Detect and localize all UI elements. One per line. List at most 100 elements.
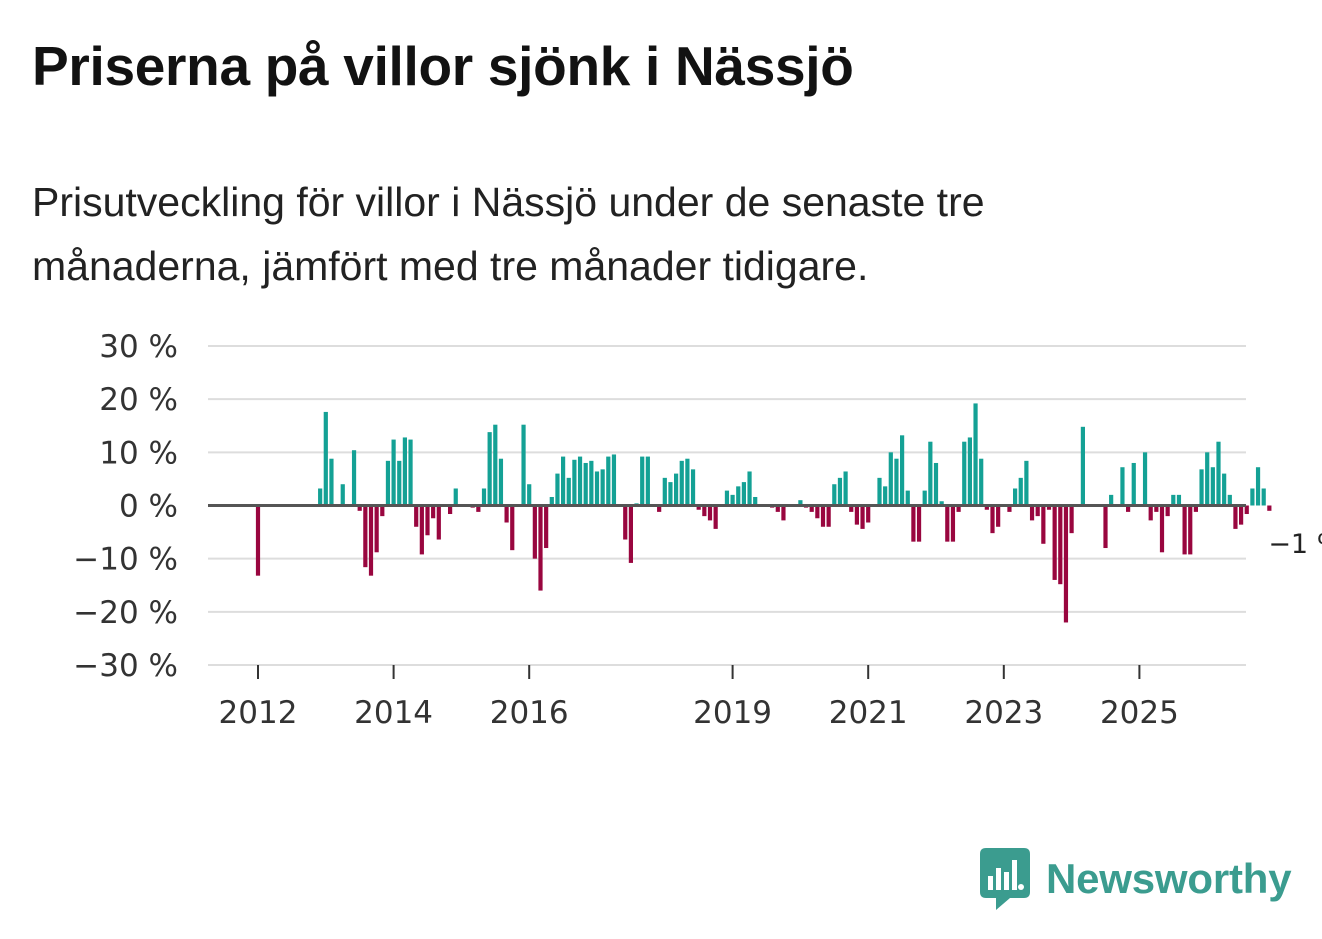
y-tick-label: 0 % [119, 489, 178, 525]
bar [363, 505, 368, 568]
bar [1193, 505, 1198, 512]
bar [730, 494, 735, 506]
bar [1131, 462, 1136, 506]
bar [391, 439, 396, 506]
bar [1250, 488, 1255, 506]
bar [690, 469, 696, 506]
bar [1222, 473, 1227, 506]
bar [1165, 505, 1170, 517]
bar [323, 411, 328, 506]
bar [1154, 505, 1159, 512]
brand-name: Newsworthy [1046, 855, 1292, 902]
bar [414, 505, 419, 527]
bar [606, 456, 611, 506]
bar [1109, 494, 1114, 506]
bar [956, 505, 961, 512]
y-tick-label: −20 % [73, 595, 178, 631]
bar [736, 486, 741, 506]
bar [623, 505, 628, 540]
bar [979, 458, 984, 506]
bar [1018, 477, 1023, 506]
bar [1199, 469, 1204, 506]
bar [628, 505, 633, 563]
bar [945, 505, 950, 542]
bar [481, 488, 487, 506]
bar [928, 441, 933, 506]
bar [380, 505, 385, 517]
bar [922, 490, 927, 506]
bar [815, 505, 820, 519]
bar [860, 505, 865, 529]
bar [340, 484, 345, 506]
bar [713, 505, 718, 529]
bar [1267, 505, 1272, 511]
bar [385, 460, 391, 506]
bar [1052, 505, 1057, 580]
bar [448, 505, 453, 515]
bar [990, 505, 995, 534]
bar-chart-speech-bubble-icon [980, 848, 1030, 910]
bar [425, 505, 430, 536]
bar [538, 505, 543, 591]
bar [408, 439, 413, 506]
chart-subtitle: Prisutveckling för villor i Nässjö under… [32, 179, 985, 289]
bar [549, 496, 554, 506]
bar [933, 462, 939, 506]
bar [1261, 488, 1266, 506]
bar [939, 501, 944, 506]
bar [1035, 505, 1040, 517]
y-tick-label: 30 % [99, 329, 178, 365]
bar [611, 454, 617, 506]
bar [809, 505, 814, 512]
bar [820, 505, 826, 527]
bar [318, 488, 323, 506]
bar [561, 456, 566, 506]
bar [843, 471, 848, 506]
bar [747, 471, 752, 506]
bar [702, 505, 707, 517]
bar [374, 505, 379, 553]
bar [521, 424, 526, 506]
bar [950, 505, 956, 542]
bar [894, 458, 899, 506]
bar [911, 505, 916, 542]
bar [1148, 505, 1153, 521]
bar [696, 505, 701, 510]
bar [996, 505, 1001, 527]
bar [1142, 452, 1148, 506]
bar [668, 482, 673, 506]
chart-title: Priserna på villor sjönk i Nässjö [32, 35, 854, 97]
bar [329, 458, 334, 506]
bar [532, 505, 537, 559]
y-tick-label: −10 % [73, 542, 178, 578]
bar [775, 505, 780, 512]
bar [826, 505, 831, 527]
bar [753, 496, 758, 506]
x-tick-label: 2014 [354, 695, 433, 731]
bar [572, 459, 577, 506]
bar [781, 505, 786, 521]
bar [1244, 505, 1249, 515]
bar [905, 490, 910, 506]
bar [1188, 505, 1193, 555]
bar [1227, 494, 1232, 506]
bar [973, 403, 978, 506]
bar [984, 505, 989, 510]
bar [351, 450, 357, 506]
bar [888, 452, 893, 506]
bar [866, 505, 871, 523]
bar [1126, 505, 1131, 512]
bar [854, 505, 859, 525]
bar [1205, 452, 1210, 506]
brand-logo: Newsworthy [980, 848, 1292, 910]
bar [849, 505, 854, 512]
bar [741, 482, 746, 506]
x-tick-label: 2012 [219, 695, 298, 731]
bar [397, 460, 402, 506]
bar [402, 437, 407, 506]
bar [487, 432, 492, 506]
bar [916, 505, 922, 542]
bar [883, 486, 888, 506]
bar [679, 460, 684, 506]
bar [674, 473, 679, 506]
